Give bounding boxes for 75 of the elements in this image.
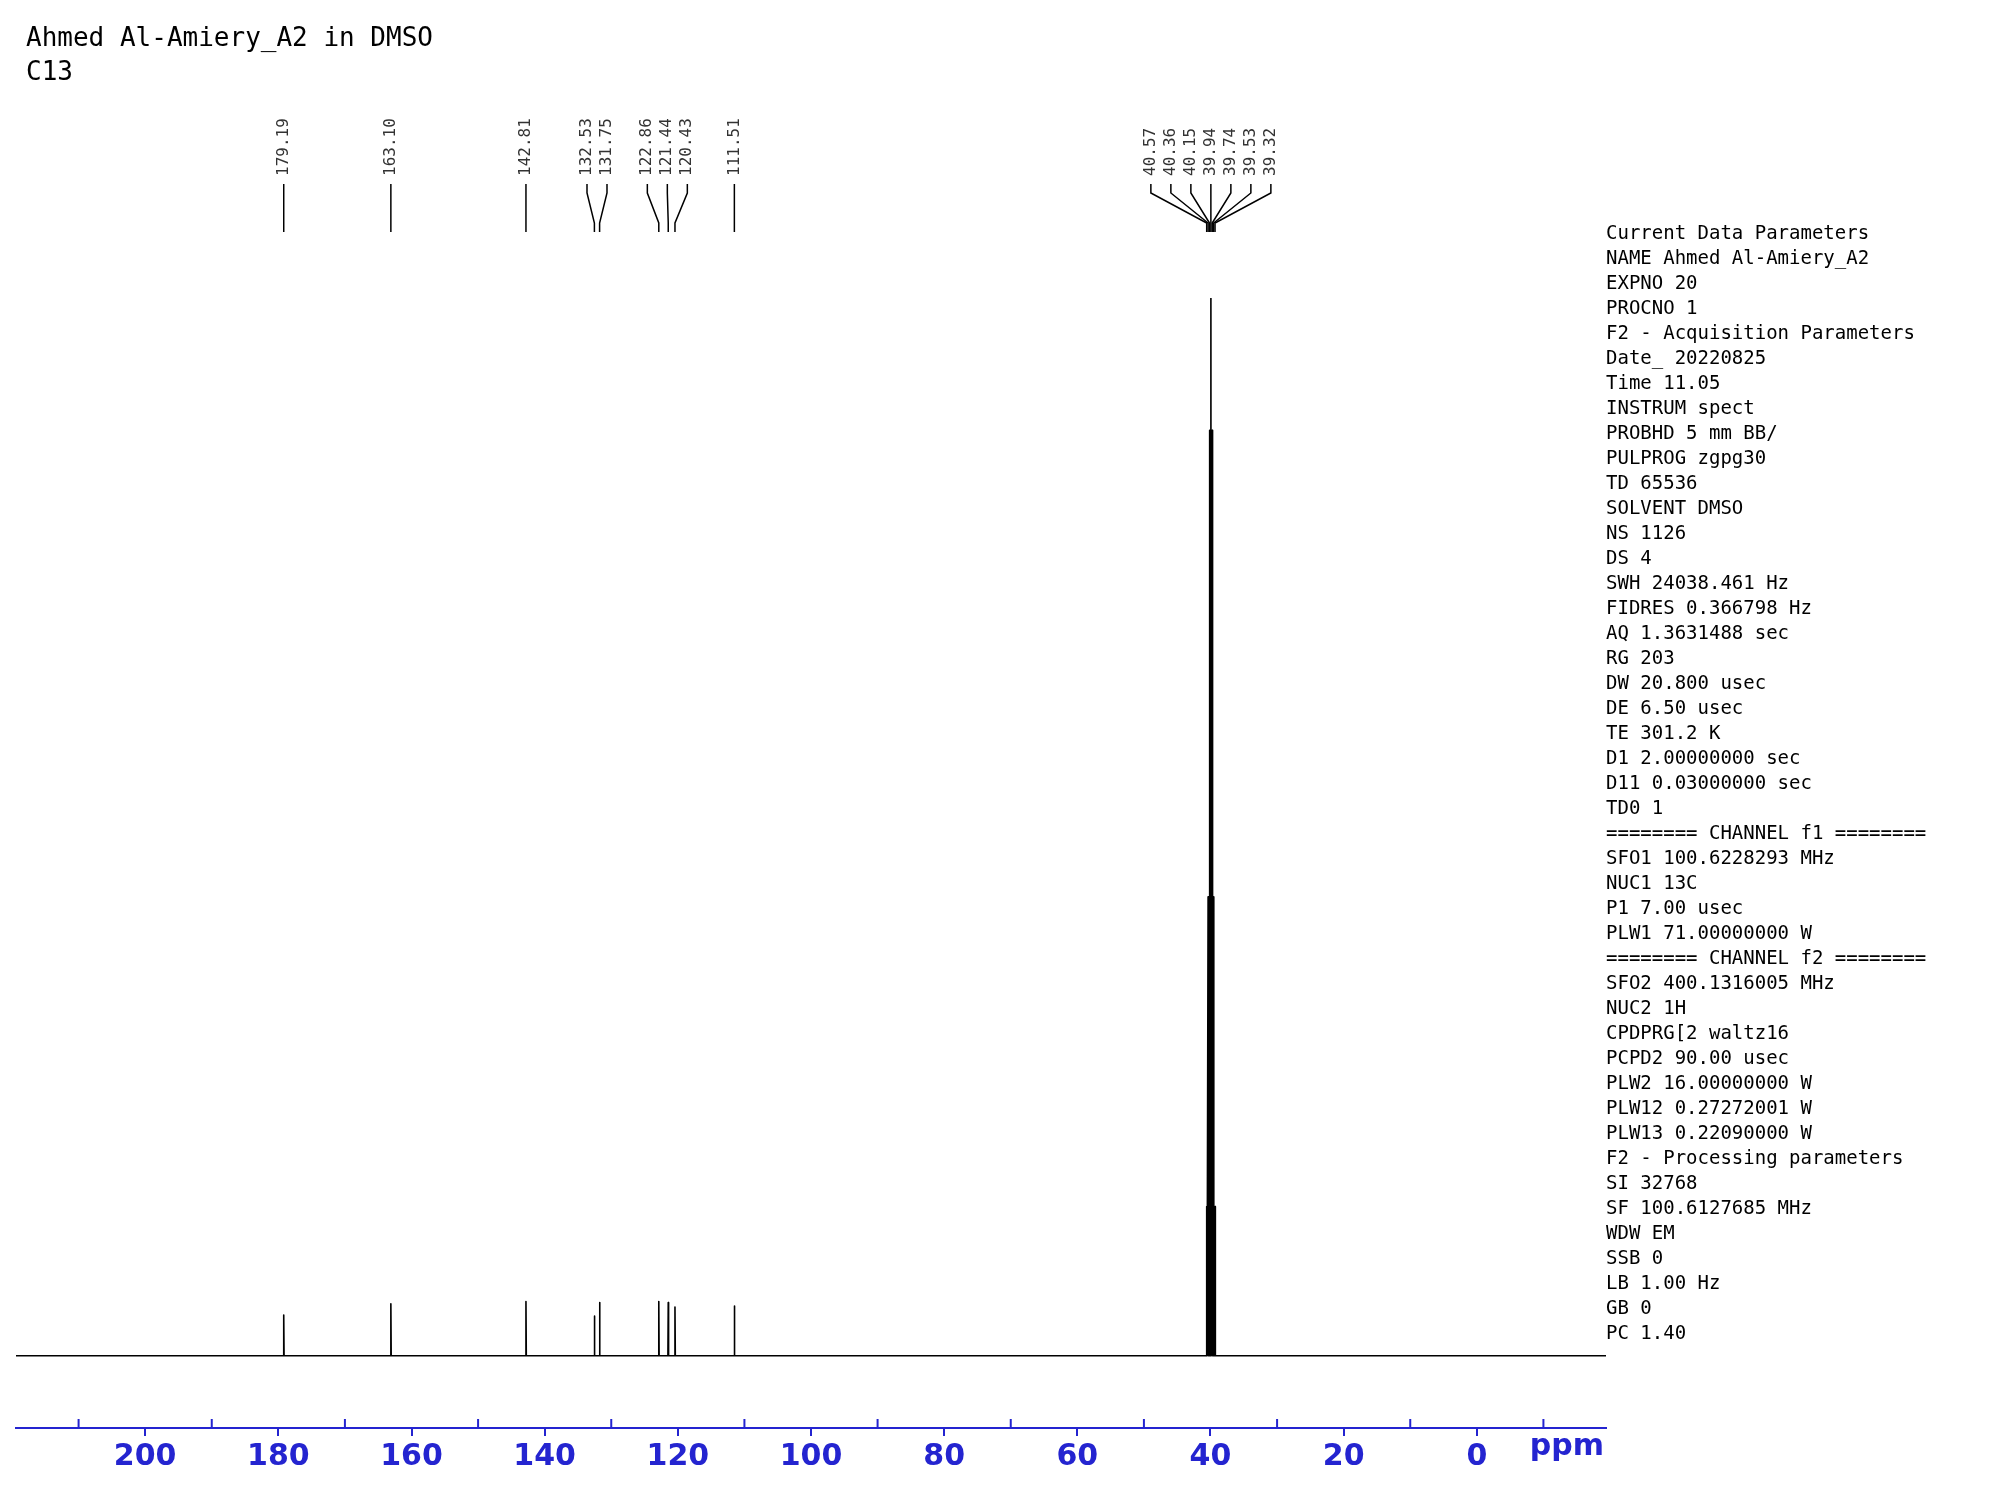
annotation: 39.53 xyxy=(1240,127,1260,176)
annotation: 40.57 xyxy=(1140,127,1160,176)
x-tick-label: 200 xyxy=(113,1436,177,1472)
text: DE 6.50 usec xyxy=(1606,695,1745,720)
text: SWH 24038.461 Hz xyxy=(1606,570,1791,595)
annotation: 40.15 xyxy=(1180,127,1200,176)
text: DW 20.800 usec xyxy=(1606,670,1768,695)
text: Date_ 20220825 xyxy=(1606,345,1768,370)
x-tick-label: 40 xyxy=(1189,1436,1232,1472)
x-tick-label: 140 xyxy=(513,1436,576,1472)
text: CPDPRG[2 waltz16 xyxy=(1606,1020,1791,1045)
annotation: 39.74 xyxy=(1220,127,1240,176)
annotation: 122.86 xyxy=(636,118,656,176)
text: SFO1 100.6228293 MHz xyxy=(1606,845,1836,870)
text: Time 11.05 xyxy=(1606,370,1722,395)
text: PLW13 0.22090000 W xyxy=(1606,1120,1813,1145)
text: Current Data Parameters xyxy=(1606,220,1871,245)
text: SSB 0 xyxy=(1606,1245,1665,1270)
text: PROBHD 5 mm BB/ xyxy=(1606,420,1779,445)
annotation: 40.36 xyxy=(1160,127,1180,176)
text: NAME Ahmed Al-Amiery_A2 xyxy=(1606,245,1871,270)
annotation: 131.75 xyxy=(596,118,616,176)
x-tick-label: 0 xyxy=(1466,1436,1488,1472)
annotation: 142.81 xyxy=(515,118,535,176)
text: F2 - Acquisition Parameters xyxy=(1606,320,1916,345)
text: INSTRUM spect xyxy=(1606,395,1756,420)
x-tick-label: 100 xyxy=(779,1436,843,1472)
text: PULPROG zgpg30 xyxy=(1606,445,1768,470)
text: NUC1 13C xyxy=(1606,870,1699,895)
x-tick-label: 20 xyxy=(1322,1436,1365,1472)
text: NUC2 1H xyxy=(1606,995,1688,1020)
annotation: 121.44 xyxy=(656,118,676,176)
chart-subtitle: C13 xyxy=(26,55,74,88)
x-axis-title: ppm xyxy=(1529,1426,1604,1462)
text: WDW EM xyxy=(1606,1220,1676,1245)
text: P1 7.00 usec xyxy=(1606,895,1745,920)
text: TE 301.2 K xyxy=(1606,720,1722,745)
annotation: 111.51 xyxy=(723,118,743,176)
text: ======== CHANNEL f2 ======== xyxy=(1606,945,1927,970)
annotation: 120.43 xyxy=(676,118,696,176)
text: RG 203 xyxy=(1606,645,1676,670)
text: F2 - Processing parameters xyxy=(1606,1145,1905,1170)
text: SF 100.6127685 MHz xyxy=(1606,1195,1813,1220)
text: SI 32768 xyxy=(1606,1170,1699,1195)
chart-title: Ahmed Al-Amiery_A2 in DMSO xyxy=(26,21,433,54)
text: AQ 1.3631488 sec xyxy=(1606,620,1791,645)
text: NS 1126 xyxy=(1606,520,1688,545)
text: ======== CHANNEL f1 ======== xyxy=(1606,820,1927,845)
text: SFO2 400.1316005 MHz xyxy=(1606,970,1836,995)
x-tick-label: 80 xyxy=(923,1436,966,1472)
text: FIDRES 0.366798 Hz xyxy=(1606,595,1813,620)
annotation: 39.94 xyxy=(1200,127,1220,176)
annotation: 179.19 xyxy=(272,118,292,176)
x-tick-label: 180 xyxy=(247,1436,310,1472)
text: PCPD2 90.00 usec xyxy=(1606,1045,1791,1070)
text: DS 4 xyxy=(1606,545,1653,570)
x-tick-label: 120 xyxy=(646,1436,710,1472)
text: D1 2.00000000 sec xyxy=(1606,745,1802,770)
text: TD 65536 xyxy=(1606,470,1699,495)
text: TD0 1 xyxy=(1606,795,1665,820)
text: D11 0.03000000 sec xyxy=(1606,770,1813,795)
text: PROCNO 1 xyxy=(1606,295,1699,320)
x-tick-label: 60 xyxy=(1056,1436,1099,1472)
text: LB 1.00 Hz xyxy=(1606,1270,1722,1295)
x-tick-label: 160 xyxy=(380,1436,443,1472)
text: GB 0 xyxy=(1606,1295,1653,1320)
text: PLW1 71.00000000 W xyxy=(1606,920,1813,945)
annotation: 132.53 xyxy=(576,118,596,176)
text: EXPNO 20 xyxy=(1606,270,1699,295)
text: PLW2 16.00000000 W xyxy=(1606,1070,1813,1095)
text: PLW12 0.27272001 W xyxy=(1606,1095,1813,1120)
annotation: 39.32 xyxy=(1260,127,1280,176)
text: PC 1.40 xyxy=(1606,1320,1688,1345)
annotation: 163.10 xyxy=(380,118,400,176)
text: SOLVENT DMSO xyxy=(1606,495,1745,520)
